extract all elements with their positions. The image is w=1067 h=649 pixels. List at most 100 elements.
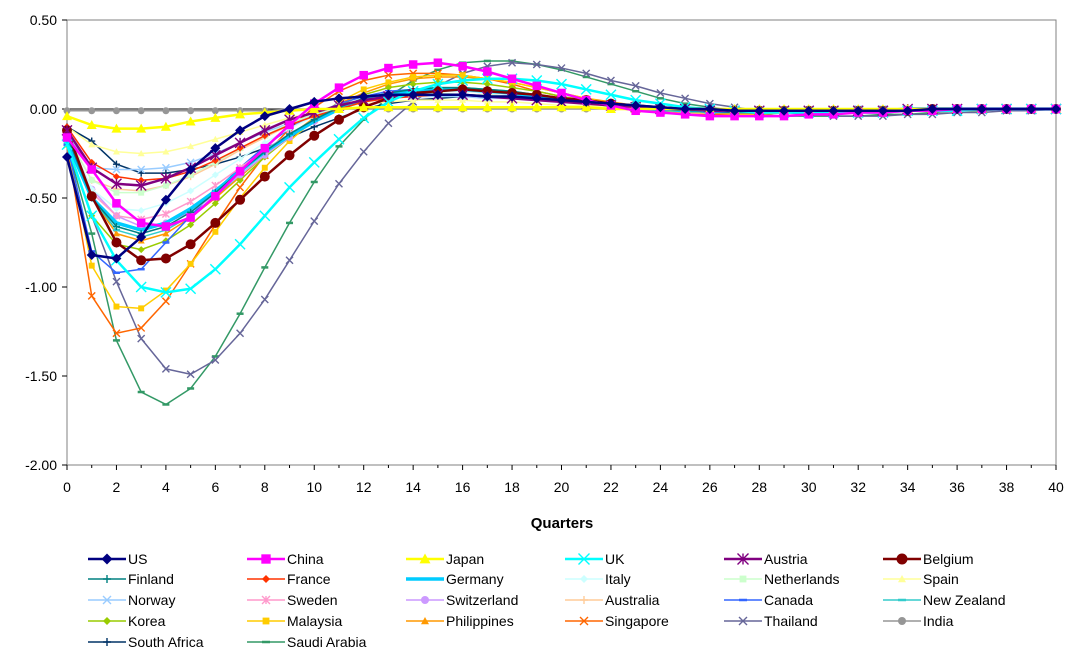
data-point xyxy=(135,180,147,192)
data-point xyxy=(779,105,790,116)
data-point xyxy=(285,120,294,130)
data-point xyxy=(310,217,319,226)
data-point xyxy=(112,222,120,230)
data-point xyxy=(236,155,244,163)
data-point xyxy=(309,130,320,141)
legend-marker xyxy=(896,553,908,565)
data-point xyxy=(532,81,542,91)
data-point xyxy=(285,256,294,265)
data-point xyxy=(630,94,642,106)
data-point xyxy=(212,228,219,235)
data-point xyxy=(385,79,392,86)
data-point xyxy=(630,100,641,111)
data-point xyxy=(532,60,541,69)
data-point xyxy=(136,123,147,133)
data-point xyxy=(333,114,344,125)
legend-item-australia: Australia xyxy=(565,592,660,608)
data-point xyxy=(210,143,221,154)
data-point xyxy=(187,221,195,229)
legend-label: Japan xyxy=(446,551,484,567)
data-point xyxy=(631,81,640,90)
data-point xyxy=(236,176,244,184)
legend-label: Italy xyxy=(605,571,631,587)
data-point xyxy=(210,217,221,228)
legend-item-netherlands: Netherlands xyxy=(724,571,840,587)
data-point xyxy=(605,98,616,109)
data-point xyxy=(86,191,97,202)
legend-label: Philippines xyxy=(446,613,514,629)
legend-item-thailand: Thailand xyxy=(724,613,818,629)
data-point xyxy=(162,287,169,294)
legend-label: Norway xyxy=(128,592,175,608)
data-point xyxy=(308,156,320,168)
legend-label: Thailand xyxy=(764,613,818,629)
data-point xyxy=(112,160,120,168)
data-point xyxy=(235,109,246,119)
legend-label: Germany xyxy=(446,571,504,587)
data-point xyxy=(88,107,96,115)
data-point xyxy=(62,111,72,121)
data-point xyxy=(137,165,146,174)
data-point xyxy=(185,116,196,126)
data-point xyxy=(162,148,170,155)
x-tick-label: 30 xyxy=(801,479,817,495)
data-point xyxy=(160,253,171,264)
y-tick-label: -1.00 xyxy=(25,279,57,295)
data-point xyxy=(680,104,691,114)
data-point xyxy=(235,167,245,176)
data-point xyxy=(384,119,393,128)
data-point xyxy=(112,107,120,115)
y-tick-label: -1.50 xyxy=(25,368,57,384)
data-point xyxy=(112,165,121,174)
legend-marker xyxy=(261,554,271,564)
data-point xyxy=(286,138,293,145)
data-point xyxy=(62,133,72,142)
data-point xyxy=(877,105,888,116)
data-point xyxy=(86,120,97,130)
legend-item-finland: Finland xyxy=(88,571,174,587)
data-point xyxy=(1026,104,1037,114)
data-point xyxy=(87,291,96,300)
legend-item-switzerland: Switzerland xyxy=(406,592,518,608)
legend-label: Sweden xyxy=(287,592,338,608)
legend-label: Belgium xyxy=(923,551,974,567)
legend-label: India xyxy=(923,613,954,629)
data-point xyxy=(137,334,146,343)
data-point xyxy=(507,91,518,102)
data-point xyxy=(432,102,443,112)
data-point xyxy=(655,102,666,113)
legend-item-canada: Canada xyxy=(724,592,813,608)
x-tick-label: 40 xyxy=(1048,479,1064,495)
data-point xyxy=(62,152,72,163)
data-point xyxy=(87,165,96,174)
series-us xyxy=(62,89,1061,264)
y-tick-label: -2.00 xyxy=(25,457,57,473)
data-point xyxy=(1001,104,1012,114)
legend-marker xyxy=(103,617,111,625)
data-point xyxy=(160,194,171,205)
legend-label: New Zealand xyxy=(923,592,1006,608)
data-point xyxy=(730,111,739,121)
legend-marker xyxy=(103,638,111,646)
legend-label: Saudi Arabia xyxy=(287,634,367,649)
data-point xyxy=(235,125,246,136)
legend-item-italy: Italy xyxy=(565,571,631,587)
data-point xyxy=(556,95,567,106)
legend-marker xyxy=(579,616,589,626)
data-point xyxy=(410,73,417,80)
data-point xyxy=(160,172,172,184)
legend-label: China xyxy=(287,551,324,567)
legend-marker xyxy=(101,553,113,565)
legend-label: Malaysia xyxy=(287,613,342,629)
data-point xyxy=(976,104,987,114)
data-point xyxy=(582,69,591,78)
legend-marker xyxy=(102,595,112,605)
data-point xyxy=(187,171,194,178)
data-point xyxy=(111,253,122,264)
y-tick-label: 0.00 xyxy=(30,101,57,117)
y-axis: 0.50 0.00 -0.50 -1.00 -1.50 -2.00 xyxy=(25,12,67,473)
legend-marker xyxy=(898,617,906,625)
x-tick-label: 16 xyxy=(455,479,471,495)
data-point xyxy=(284,150,295,161)
legend-item-uk: UK xyxy=(565,551,625,567)
